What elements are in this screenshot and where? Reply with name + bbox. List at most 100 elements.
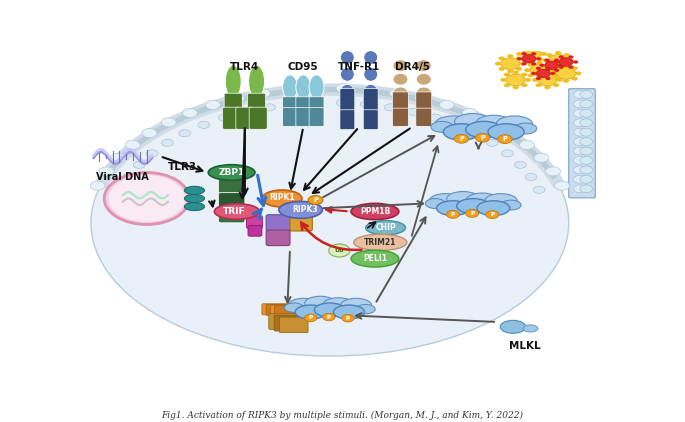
Circle shape	[512, 85, 519, 89]
Circle shape	[323, 313, 335, 321]
Circle shape	[161, 118, 176, 127]
Circle shape	[550, 72, 556, 75]
Circle shape	[571, 66, 578, 70]
Circle shape	[415, 94, 429, 103]
Circle shape	[580, 147, 593, 155]
Circle shape	[536, 67, 541, 70]
Circle shape	[559, 58, 573, 66]
Circle shape	[554, 69, 559, 72]
Circle shape	[536, 83, 542, 87]
Circle shape	[282, 85, 297, 95]
Text: TNF-R1: TNF-R1	[338, 62, 380, 72]
Circle shape	[559, 65, 564, 69]
Circle shape	[462, 108, 477, 117]
Circle shape	[500, 78, 507, 82]
FancyBboxPatch shape	[274, 316, 303, 331]
Circle shape	[329, 244, 350, 257]
Text: TRIF: TRIF	[223, 207, 246, 216]
Circle shape	[115, 186, 127, 193]
Circle shape	[580, 176, 593, 183]
Circle shape	[545, 59, 549, 62]
FancyBboxPatch shape	[247, 216, 262, 228]
Ellipse shape	[500, 320, 525, 333]
Circle shape	[573, 128, 586, 136]
Circle shape	[506, 74, 525, 86]
FancyBboxPatch shape	[271, 305, 311, 316]
Circle shape	[580, 138, 593, 146]
FancyBboxPatch shape	[340, 110, 355, 130]
Text: P: P	[309, 315, 313, 320]
Circle shape	[536, 73, 542, 76]
Text: PPM1B: PPM1B	[360, 207, 390, 216]
Circle shape	[580, 157, 593, 164]
Ellipse shape	[305, 296, 336, 310]
Circle shape	[182, 108, 197, 117]
Text: CD95: CD95	[288, 62, 319, 72]
Circle shape	[530, 64, 549, 76]
FancyBboxPatch shape	[416, 108, 432, 126]
Circle shape	[206, 100, 221, 109]
Circle shape	[538, 74, 557, 86]
Circle shape	[540, 64, 545, 67]
Ellipse shape	[314, 303, 345, 317]
Circle shape	[179, 130, 190, 137]
Circle shape	[219, 114, 230, 121]
Ellipse shape	[279, 201, 323, 218]
Circle shape	[360, 101, 372, 108]
Circle shape	[554, 59, 559, 62]
Circle shape	[125, 141, 140, 149]
Circle shape	[521, 73, 527, 76]
Text: PELI1: PELI1	[363, 254, 387, 263]
Circle shape	[108, 175, 185, 222]
Circle shape	[309, 84, 324, 93]
Ellipse shape	[477, 201, 510, 216]
Circle shape	[363, 85, 377, 95]
Ellipse shape	[364, 84, 377, 98]
Circle shape	[545, 70, 551, 74]
Circle shape	[580, 100, 593, 108]
FancyBboxPatch shape	[416, 92, 432, 110]
Ellipse shape	[283, 75, 297, 99]
Circle shape	[549, 54, 568, 66]
Ellipse shape	[457, 199, 490, 214]
Circle shape	[521, 83, 527, 87]
Circle shape	[447, 210, 460, 218]
Circle shape	[501, 150, 513, 157]
Circle shape	[573, 60, 578, 64]
Text: TRIM21: TRIM21	[364, 238, 397, 247]
Circle shape	[555, 66, 561, 70]
Circle shape	[580, 109, 593, 117]
Circle shape	[134, 161, 145, 168]
Circle shape	[531, 62, 536, 65]
Text: P: P	[451, 212, 455, 217]
Circle shape	[230, 94, 245, 103]
Ellipse shape	[225, 65, 241, 98]
Circle shape	[537, 47, 543, 51]
FancyBboxPatch shape	[224, 93, 242, 109]
Circle shape	[516, 57, 522, 60]
Text: P: P	[480, 135, 485, 141]
Text: P: P	[327, 314, 331, 319]
Circle shape	[559, 55, 564, 59]
Ellipse shape	[393, 87, 408, 99]
Circle shape	[264, 104, 275, 111]
Circle shape	[305, 314, 317, 322]
Circle shape	[554, 66, 560, 70]
Ellipse shape	[214, 204, 260, 219]
Circle shape	[475, 133, 490, 142]
FancyBboxPatch shape	[269, 314, 297, 330]
Circle shape	[522, 48, 541, 60]
Text: Fig1. Activation of RIPK3 by multiple stimuli. (Morgan, M. J., and Kim, Y. 2022): Fig1. Activation of RIPK3 by multiple st…	[162, 411, 523, 420]
Text: TLR4: TLR4	[230, 62, 260, 72]
Circle shape	[573, 147, 586, 155]
Circle shape	[520, 47, 526, 51]
Circle shape	[536, 69, 550, 78]
Circle shape	[580, 166, 593, 174]
FancyBboxPatch shape	[279, 317, 308, 333]
Circle shape	[525, 78, 531, 82]
Circle shape	[573, 176, 586, 183]
FancyBboxPatch shape	[219, 207, 245, 223]
FancyBboxPatch shape	[247, 93, 266, 109]
Circle shape	[551, 71, 557, 76]
Circle shape	[389, 89, 404, 98]
